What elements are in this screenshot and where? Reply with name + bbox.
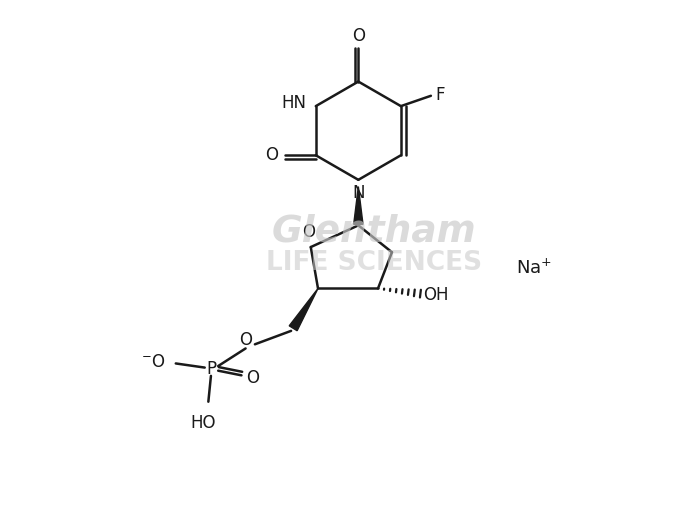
Text: Na$^{+}$: Na$^{+}$	[516, 258, 552, 277]
Text: O: O	[246, 369, 260, 387]
Text: F: F	[435, 86, 445, 104]
Text: O: O	[239, 331, 252, 349]
Polygon shape	[290, 289, 318, 331]
Text: P: P	[207, 360, 216, 378]
Text: O: O	[352, 28, 365, 45]
Text: HN: HN	[281, 94, 306, 112]
Text: $^{-}$O: $^{-}$O	[141, 353, 166, 371]
Text: N: N	[352, 184, 365, 202]
Text: LIFE SCIENCES: LIFE SCIENCES	[266, 250, 482, 276]
Text: HO: HO	[191, 413, 216, 432]
Text: O: O	[301, 223, 315, 241]
Polygon shape	[354, 187, 363, 224]
Text: Glentham: Glentham	[271, 214, 476, 250]
Text: OH: OH	[423, 285, 449, 304]
Text: O: O	[266, 146, 278, 164]
